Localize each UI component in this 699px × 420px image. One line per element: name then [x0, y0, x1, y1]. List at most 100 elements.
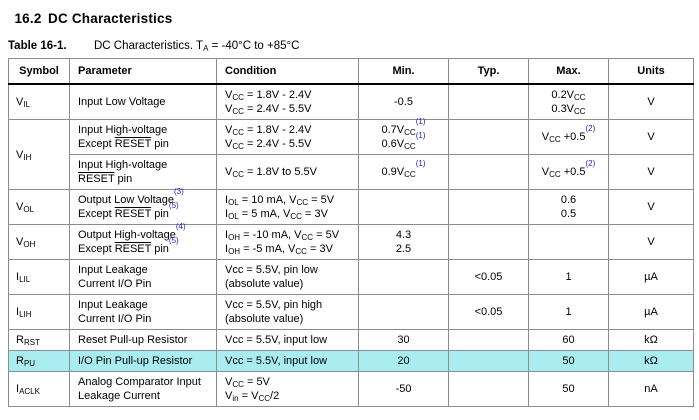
max-cell: VCC +0.5(2): [528, 154, 609, 190]
condition-line: VCC = 1.8V - 2.4V: [225, 89, 312, 102]
parameter-cell: Analog Comparator Input Leakage Current: [69, 371, 217, 407]
footnote-ref[interactable]: (5): [168, 236, 179, 246]
parameter-line: Output Low Voltage(3): [78, 187, 184, 206]
min-line: 0.6VCC(1): [381, 131, 426, 151]
footnote-ref[interactable]: (1): [415, 131, 426, 141]
min-cell: [358, 259, 449, 295]
condition-line: VCC = 5V: [225, 376, 270, 389]
subscript-text: CC: [232, 93, 244, 102]
parameter-line: Input High-voltage: [78, 159, 168, 171]
subscript-text: CC: [232, 142, 244, 151]
units-line: V: [647, 166, 655, 178]
units-line: kΩ: [644, 355, 658, 367]
subscript-text: CC: [232, 128, 244, 137]
symbol-cell: VOH: [8, 224, 70, 260]
typ-cell: [448, 189, 529, 225]
max-cell: 50: [528, 371, 609, 407]
min-line: 0.9VCC(1): [381, 159, 426, 179]
footnote-ref[interactable]: (5): [168, 201, 179, 211]
max-line: 50: [562, 355, 575, 367]
symbol-cell: VIL: [8, 83, 70, 120]
min-cell: 30: [358, 329, 449, 351]
table-row-vih-reset: Input High-voltage RESET pin VCC = 1.8V to…: [9, 154, 694, 190]
parameter-line: Input Leakage: [78, 264, 148, 276]
footnote-ref[interactable]: (3): [174, 187, 184, 197]
parameter-line: RESET pin: [78, 173, 133, 185]
units-line: kΩ: [644, 334, 658, 346]
condition-line: IOH = -5 mA, VCC = 3V: [225, 243, 333, 256]
subscript-text: CC: [232, 170, 244, 179]
subscript-text: CC: [232, 380, 244, 389]
condition-line: (absolute value): [225, 278, 304, 290]
typ-cell: [448, 154, 529, 190]
min-cell: 0.7VCC(1) 0.6VCC(1): [358, 117, 449, 155]
min-cell: 20: [358, 350, 449, 372]
max-line: 1: [565, 271, 572, 283]
min-cell: -0.5: [358, 83, 449, 120]
subscript-text: PU: [23, 359, 36, 368]
min-line: 30: [397, 334, 410, 346]
min-line: 2.5: [395, 243, 412, 255]
units-line: µA: [644, 306, 658, 318]
min-line: -0.5: [394, 96, 413, 108]
typ-cell: <0.05: [448, 259, 529, 295]
max-cell: 0.6 0.5: [528, 189, 609, 225]
parameter-line: Except RESET pin: [78, 138, 169, 150]
table-row-voh: VOH Output High-voltage(4) Except RESET pi…: [8, 222, 694, 260]
typ-cell: <0.05: [448, 294, 529, 330]
symbol-cell: ILIL: [8, 259, 70, 295]
footnote-ref[interactable]: (1): [415, 117, 426, 127]
subscript-text: CC: [549, 135, 561, 144]
footnote-ref[interactable]: (1): [415, 159, 426, 169]
table-caption-label: Table 16-1.: [8, 40, 67, 52]
min-line: 0.7VCC(1): [381, 117, 426, 137]
footnote-ref[interactable]: (4): [175, 222, 186, 232]
typ-cell: [448, 329, 529, 351]
units-line: V: [647, 201, 655, 213]
condition-line: IOL = 10 mA, VCC = 5V: [225, 194, 335, 207]
condition-line: Vcc = 5.5V, pin high: [225, 299, 323, 311]
parameter-cell: Input Leakage Current I/O Pin: [69, 259, 217, 295]
max-cell: 1: [528, 294, 609, 330]
units-cell: V: [608, 189, 694, 225]
overline-signal-name: RESET: [114, 138, 152, 150]
max-cell: 60: [528, 329, 609, 351]
table-row-rpu: RPU I/O Pin Pull-up Resistor Vcc = 5.5V, i…: [8, 350, 694, 372]
condition-cell: Vcc = 5.5V, pin high (absolute value): [216, 294, 359, 330]
condition-line: VCC = 2.4V - 5.5V: [225, 103, 312, 116]
parameter-line: Reset Pull-up Resistor: [78, 334, 188, 346]
min-cell: 0.9VCC(1): [358, 154, 449, 190]
max-line: 0.6: [560, 194, 577, 206]
table-row-ilil: ILIL Input Leakage Current I/O Pin Vcc = 5.…: [8, 259, 694, 295]
units-cell: V: [608, 119, 694, 155]
parameter-line: Except RESET pin(5): [78, 236, 179, 255]
parameter-cell: Input Leakage Current I/O Pin: [69, 294, 217, 330]
min-cell: 4.3 2.5: [358, 224, 449, 260]
subscript-text: CC: [404, 128, 416, 137]
symbol-cell: IACLK: [8, 371, 70, 407]
table-row-rrst: RRST Reset Pull-up Resistor Vcc = 5.5V, in…: [8, 329, 694, 351]
condition-cell: VCC = 5V Vin = VCC/2: [216, 371, 359, 407]
condition-line: Vin = VCC/2: [225, 390, 280, 403]
max-cell: 1: [528, 259, 609, 295]
max-line: VCC +0.5(2): [541, 124, 596, 144]
footnote-ref[interactable]: (2): [585, 159, 596, 169]
subscript-text: OL: [23, 205, 35, 214]
footnote-ref[interactable]: (2): [585, 124, 596, 134]
min-line: -50: [395, 383, 412, 395]
typ-cell: [448, 224, 529, 260]
datasheet-page: 16.2 DC Characteristics Table 16-1. DC Cha…: [8, 11, 694, 407]
units-line: V: [647, 131, 655, 143]
condition-line: IOL = 5 mA, VCC = 3V: [225, 208, 328, 221]
dc-characteristics-table: Symbol Parameter Condition Min. Typ. Max. Unit…: [8, 58, 694, 407]
parameter-line: I/O Pin Pull-up Resistor: [78, 355, 193, 367]
overline-signal-name: RESET: [78, 173, 115, 185]
subscript-text: OH: [228, 233, 241, 242]
units-line: V: [647, 96, 655, 108]
symbol-cell: VOL: [8, 189, 70, 225]
units-cell: kΩ: [608, 329, 694, 351]
parameter-cell: Output Low Voltage(3) Except RESET pin(5): [69, 187, 217, 225]
table-caption-text: DC Characteristics. TA = -40°C to +85°C: [94, 40, 300, 53]
parameter-line: Current I/O Pin: [78, 278, 152, 290]
subscript-text: OH: [228, 247, 241, 256]
